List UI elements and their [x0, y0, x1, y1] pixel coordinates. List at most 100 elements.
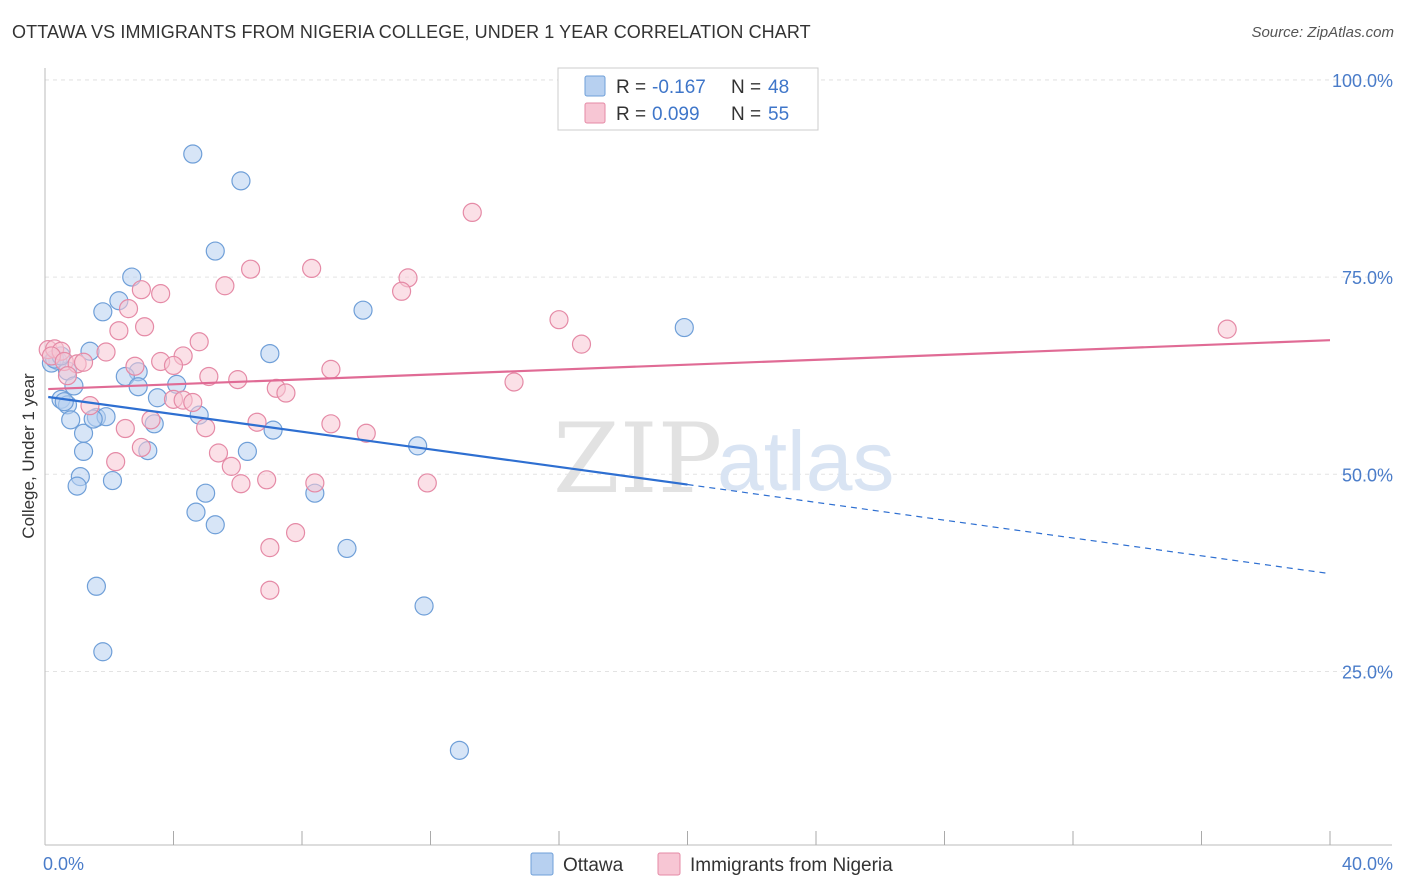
legend-n-value-nigeria: 55 [768, 104, 789, 125]
ottawa-point [231, 171, 251, 191]
ottawa-point [93, 302, 113, 322]
y-tick-label: 100.0% [1332, 71, 1393, 91]
nigeria-point [257, 470, 277, 490]
nigeria-point [321, 414, 341, 434]
chart-title: OTTAWA VS IMMIGRANTS FROM NIGERIA COLLEG… [12, 22, 811, 42]
watermark: ZIP atlas [553, 403, 894, 515]
nigeria-point [221, 456, 241, 476]
nigeria-point [285, 523, 306, 543]
legend-r-label-nigeria: R = [616, 104, 646, 125]
ottawa-point [122, 267, 142, 287]
nigeria-point [549, 310, 569, 330]
nigeria-point [118, 299, 139, 319]
nigeria-point [260, 538, 280, 558]
nigeria-point [57, 366, 78, 386]
nigeria-point [215, 276, 235, 296]
nigeria-point [208, 443, 229, 463]
trend-lines [48, 339, 1331, 575]
bottom-legend-swatch-nigeria [657, 852, 681, 876]
y-axis-title: College, Under 1 year [19, 373, 38, 539]
nigeria-point [321, 359, 341, 379]
nigeria-trend-line [48, 339, 1331, 391]
ottawa-point [205, 515, 225, 535]
nigeria-point [141, 410, 161, 430]
ottawa-point [73, 441, 94, 462]
x-tick-label: 40.0% [1342, 854, 1393, 874]
ottawa-point [449, 740, 470, 760]
nigeria-point [504, 372, 524, 392]
x-tick-label: 0.0% [43, 854, 84, 874]
nigeria-point [96, 342, 116, 362]
ottawa-point [67, 476, 87, 496]
watermark-atlas: atlas [717, 414, 894, 508]
nigeria-point [134, 317, 155, 337]
nigeria-point [305, 473, 325, 493]
nigeria-point [109, 321, 129, 341]
bottom-legend-swatch-ottawa [530, 852, 554, 876]
nigeria-point [189, 332, 209, 352]
nigeria-point [125, 356, 145, 376]
ottawa-trend-line [48, 395, 688, 486]
nigeria-point [417, 473, 437, 493]
chart-source: Source: ZipAtlas.com [1251, 24, 1394, 41]
nigeria-point [106, 452, 126, 472]
nigeria-point [571, 334, 592, 354]
y-tick-label: 75.0% [1342, 268, 1393, 288]
nigeria-point [247, 412, 267, 432]
ottawa-point [186, 502, 206, 522]
nigeria-point [115, 418, 135, 439]
legend-r-label-ottawa: R = [616, 77, 646, 98]
nigeria-point [276, 383, 296, 403]
y-tick-label: 50.0% [1342, 465, 1393, 485]
nigeria-point [391, 281, 412, 301]
nigeria-point [1217, 319, 1237, 339]
watermark-zip: ZIP [553, 403, 722, 515]
nigeria-point [462, 202, 482, 223]
legend-r-value-nigeria: 0.099 [652, 104, 700, 125]
nigeria-point [196, 418, 216, 438]
ottawa-point [260, 343, 280, 364]
ottawa-point [674, 317, 694, 338]
ottawa-point [102, 470, 123, 491]
legend-r-value-ottawa: -0.167 [652, 77, 706, 98]
data-points [38, 144, 1237, 760]
nigeria-point [131, 437, 151, 458]
legend-swatch-nigeria [584, 102, 606, 124]
ottawa-point [61, 410, 81, 430]
nigeria-point [241, 259, 261, 279]
legend-swatch-ottawa [584, 75, 606, 97]
legend-n-label-ottawa: N = [731, 77, 761, 98]
ottawa-point [93, 642, 113, 662]
series-legend: Ottawa Immigrants from Nigeria [530, 852, 893, 876]
bottom-legend-label-ottawa: Ottawa [563, 855, 624, 876]
ottawa-point [337, 538, 357, 559]
ottawa-point [54, 392, 74, 412]
y-tick-label: 25.0% [1342, 662, 1393, 682]
nigeria-point [228, 370, 248, 390]
ottawa-point [183, 144, 203, 164]
nigeria-point [302, 258, 322, 279]
grid-lines [45, 79, 1392, 672]
ottawa-point [147, 388, 168, 408]
ottawa-point [196, 483, 216, 503]
ottawa-point [414, 596, 434, 616]
ottawa-point [205, 241, 225, 261]
nigeria-point [73, 352, 94, 372]
nigeria-point [131, 280, 151, 300]
ottawa-point [237, 441, 257, 462]
nigeria-point [260, 580, 280, 600]
correlation-legend: R = -0.167 N = 48 R = 0.099 N = 55 [557, 67, 819, 131]
ottawa-trend-extension [687, 483, 1331, 575]
nigeria-point [231, 474, 251, 494]
ottawa-point [353, 300, 373, 320]
nigeria-point [356, 423, 376, 443]
nigeria-point [183, 392, 203, 413]
ottawa-point [263, 420, 283, 440]
nigeria-point [199, 366, 219, 387]
legend-n-value-ottawa: 48 [768, 77, 789, 98]
legend-n-label-nigeria: N = [731, 104, 761, 125]
axes: 100.0% 75.0% 50.0% 25.0% 0.0% 40.0% [43, 68, 1393, 874]
bottom-legend-label-nigeria: Immigrants from Nigeria [690, 855, 893, 876]
nigeria-point [80, 396, 100, 416]
